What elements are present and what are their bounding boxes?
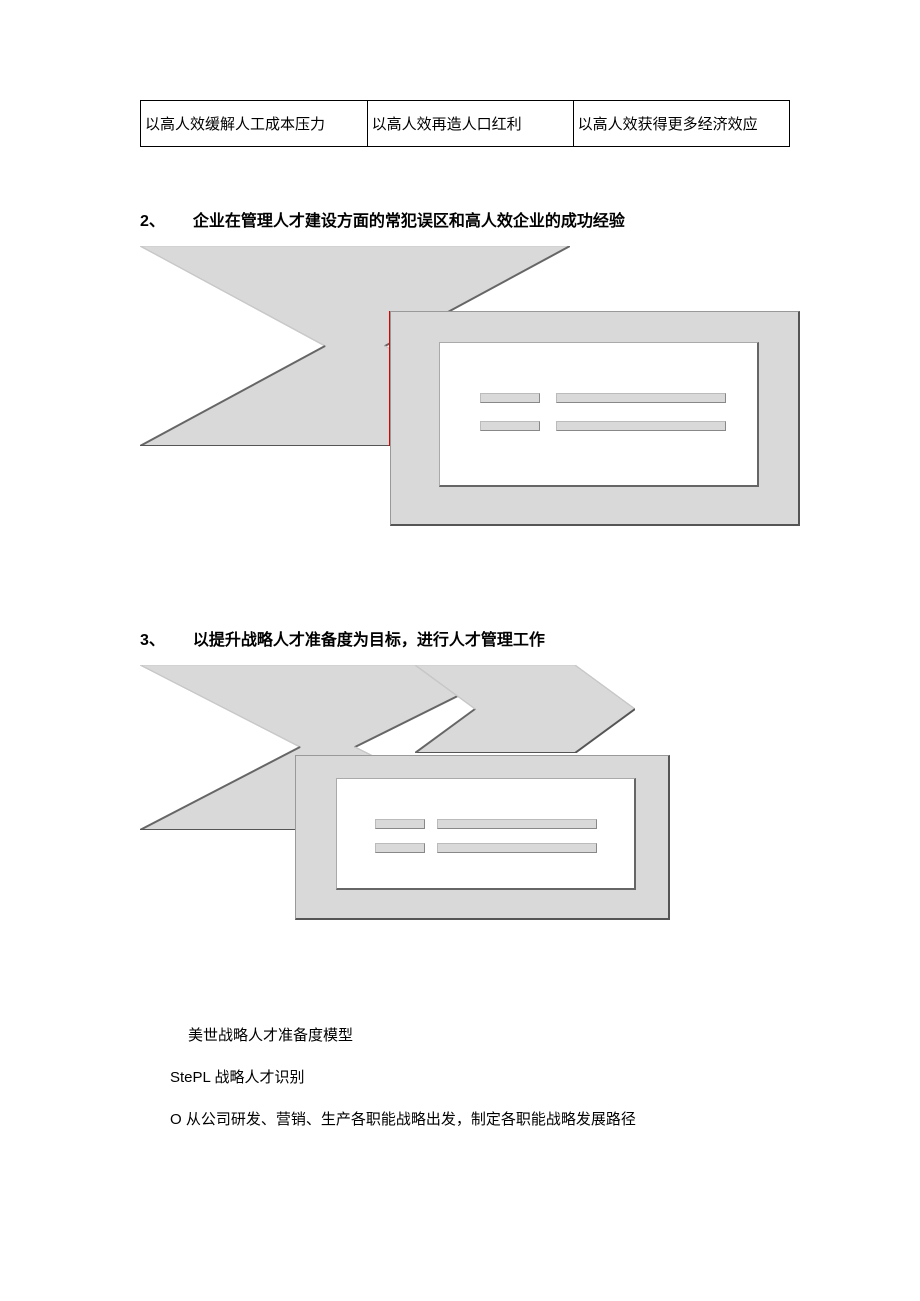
top-table: 以高人效缓解人工成本压力 以高人效再造人口红利 以高人效获得更多经济效应 bbox=[140, 100, 790, 147]
table-cell: 以高人效再造人口红利 bbox=[367, 101, 573, 147]
bar-long bbox=[556, 421, 726, 431]
text-line: StePL 战略人才识别 bbox=[140, 1057, 790, 1099]
bar-short bbox=[375, 843, 425, 853]
bars-group bbox=[375, 819, 597, 867]
bar-short bbox=[480, 393, 540, 403]
table-cell: 以高人效缓解人工成本压力 bbox=[141, 101, 368, 147]
diagram-2 bbox=[140, 665, 790, 925]
bar-long bbox=[437, 843, 597, 853]
section-2-heading: 2、 企业在管理人才建设方面的常犯误区和高人效企业的成功经验 bbox=[140, 207, 790, 231]
card-inner bbox=[336, 778, 636, 890]
heading-number: 3、 bbox=[140, 626, 165, 650]
bar-long bbox=[556, 393, 726, 403]
bar-row bbox=[375, 843, 597, 853]
bar-row bbox=[480, 393, 726, 403]
card-inner bbox=[439, 342, 759, 487]
diagram-1 bbox=[140, 246, 790, 556]
bars-group bbox=[480, 393, 726, 449]
text-block: 美世战略人才准备度模型 StePL 战略人才识别 O 从公司研发、营销、生产各职… bbox=[140, 1015, 790, 1141]
bullet-icon: O bbox=[170, 1111, 182, 1128]
arrow-shape-icon bbox=[415, 665, 635, 753]
heading-title: 以提升战略人才准备度为目标，进行人才管理工作 bbox=[193, 632, 545, 649]
bar-short bbox=[480, 421, 540, 431]
bar-row bbox=[480, 421, 726, 431]
section-3-heading: 3、 以提升战略人才准备度为目标，进行人才管理工作 bbox=[140, 626, 790, 650]
bar-row bbox=[375, 819, 597, 829]
table-cell: 以高人效获得更多经济效应 bbox=[573, 101, 789, 147]
card-outer bbox=[295, 755, 670, 920]
bar-short bbox=[375, 819, 425, 829]
text-line: 美世战略人才准备度模型 bbox=[140, 1015, 790, 1057]
text-content: 从公司研发、营销、生产各职能战略出发，制定各职能战略发展路径 bbox=[182, 1111, 636, 1128]
text-line: O 从公司研发、营销、生产各职能战略出发，制定各职能战略发展路径 bbox=[140, 1099, 790, 1141]
card-outer bbox=[390, 311, 800, 526]
bar-long bbox=[437, 819, 597, 829]
heading-title: 企业在管理人才建设方面的常犯误区和高人效企业的成功经验 bbox=[193, 213, 625, 230]
heading-number: 2、 bbox=[140, 207, 165, 231]
